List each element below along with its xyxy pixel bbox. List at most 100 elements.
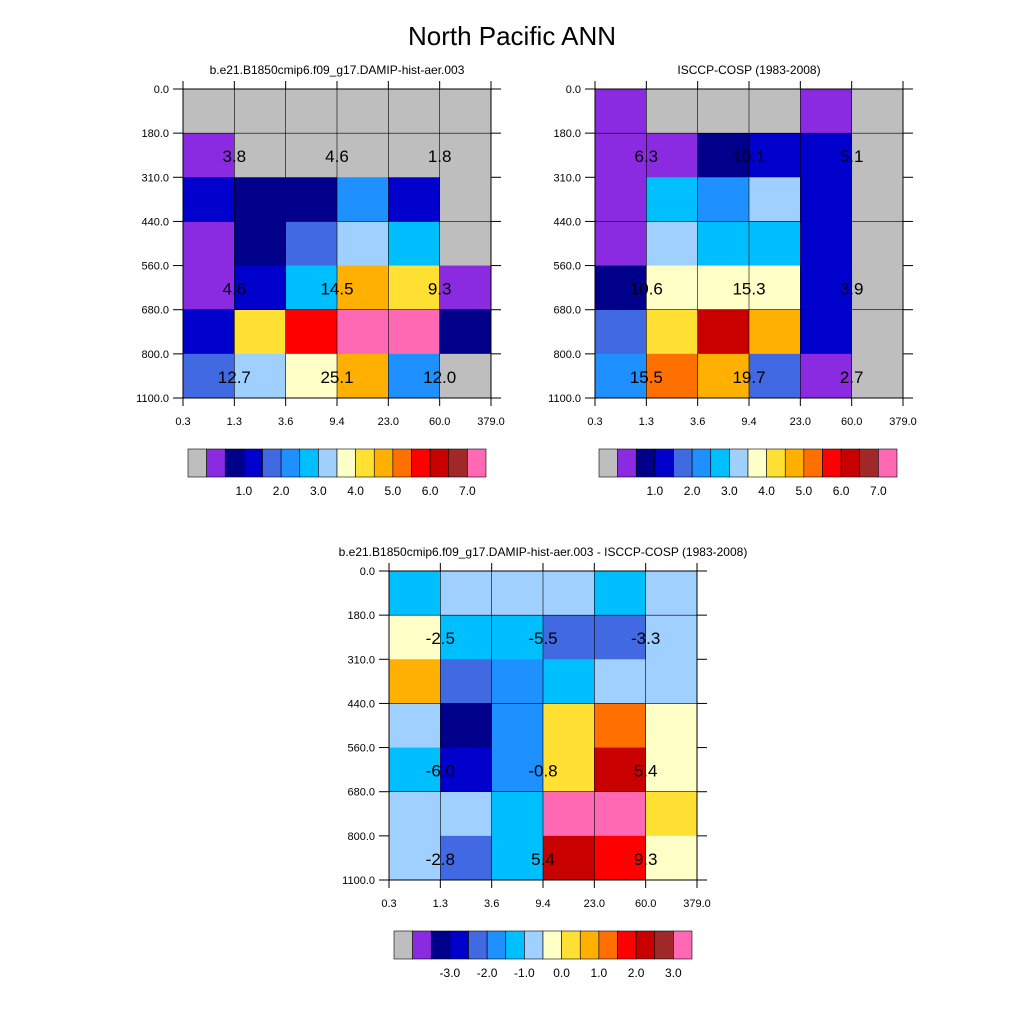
colorbar-label: -2.0 — [477, 966, 498, 980]
colorbar-swatch — [411, 448, 431, 478]
colorbar-swatch — [617, 930, 637, 960]
heatmap-cell — [337, 353, 389, 399]
colorbar-label: 3.0 — [721, 484, 738, 498]
colorbar-swatch — [542, 930, 562, 960]
panel-title: b.e21.B1850cmip6.f09_g17.DAMIP-hist-aer.… — [210, 63, 465, 77]
heatmap-cell — [285, 353, 338, 399]
heatmap-cell — [183, 133, 235, 178]
heatmap-cell — [543, 571, 595, 616]
heatmap-cell — [594, 571, 647, 616]
y-tick-label: 1100.0 — [342, 875, 375, 887]
colorbar-label: 2.0 — [684, 484, 701, 498]
heatmap-cell — [800, 309, 853, 355]
heatmap-cell — [389, 791, 441, 837]
y-tick-label: 0.0 — [360, 566, 375, 578]
heatmap-cell — [697, 133, 750, 178]
heatmap-cell — [749, 309, 801, 355]
colorbar-swatch — [673, 448, 693, 478]
heatmap-cell — [183, 89, 235, 134]
heatmap-cell — [439, 353, 492, 399]
heatmap-cell — [388, 309, 441, 355]
cell-value-label: 4.6 — [325, 147, 349, 166]
cell-value-label: 10.6 — [630, 280, 663, 299]
colorbar-label: 6.0 — [422, 484, 439, 498]
y-tick-label: 560.0 — [141, 261, 169, 273]
heatmap-cell — [851, 89, 904, 134]
heatmap-cell — [388, 221, 441, 266]
heatmap-cell — [645, 659, 698, 704]
cell-value-label: -3.3 — [631, 629, 660, 648]
heatmap-cell — [440, 835, 493, 881]
heatmap-cell — [749, 177, 801, 222]
colorbar-label: 1.0 — [236, 484, 253, 498]
cell-value-label: 14.5 — [320, 280, 353, 299]
y-tick-label: 0.0 — [566, 84, 581, 96]
heatmap-cell — [851, 133, 904, 178]
heatmap-cell — [439, 177, 492, 222]
heatmap-cell — [389, 835, 441, 881]
heatmap-cell — [646, 353, 699, 399]
x-tick-label: 23.0 — [378, 416, 399, 428]
heatmap-cell — [800, 133, 853, 178]
heatmap-cell — [389, 747, 441, 793]
heatmap-cell — [595, 177, 647, 222]
heatmap-cell — [439, 265, 492, 311]
colorbar-swatch — [635, 448, 656, 478]
heatmap-cell — [491, 615, 544, 660]
heatmap-cell — [697, 265, 750, 311]
heatmap-cell — [337, 177, 389, 222]
heatmap-cell — [800, 89, 853, 134]
heatmap-cell — [594, 747, 647, 793]
colorbar-swatch — [468, 930, 488, 960]
heatmap-cell — [337, 265, 389, 311]
heatmap-cell — [851, 353, 904, 399]
y-tick-label: 310.0 — [141, 172, 169, 184]
heatmap-cell — [388, 353, 441, 399]
cell-value-label: 15.3 — [732, 280, 765, 299]
y-tick-label: 800.0 — [141, 349, 169, 361]
panel-title: ISCCP-COSP (1983-2008) — [677, 63, 820, 77]
heatmap-cell — [595, 133, 647, 178]
x-tick-label: 60.0 — [635, 898, 656, 910]
heatmap-cell — [234, 221, 287, 266]
colorbar-swatch — [412, 930, 432, 960]
colorbar-swatch — [299, 448, 319, 478]
x-tick-label: 379.0 — [477, 416, 505, 428]
heatmap-cell — [646, 133, 699, 178]
cell-value-label: 5.4 — [531, 850, 555, 869]
colorbar-swatch — [878, 448, 898, 478]
y-tick-label: 180.0 — [141, 128, 169, 140]
heatmap-cell — [646, 89, 699, 134]
heatmap-cell — [800, 177, 853, 222]
heatmap-cell — [543, 659, 595, 704]
heatmap-cell — [337, 133, 389, 178]
cell-value-label: 12.0 — [423, 368, 456, 387]
heatmap-cell — [388, 133, 441, 178]
y-tick-label: 0.0 — [154, 84, 169, 96]
y-tick-label: 680.0 — [553, 305, 581, 317]
heatmap-cell — [337, 89, 389, 134]
cell-value-label: -0.8 — [528, 762, 557, 781]
heatmap-cell — [851, 265, 904, 311]
colorbar-swatch — [486, 930, 507, 960]
colorbar-swatch — [803, 448, 823, 478]
cell-value-label: 9.3 — [634, 850, 658, 869]
heatmap-cell — [697, 353, 750, 399]
y-tick-label: 680.0 — [347, 787, 375, 799]
heatmap-cell — [594, 791, 647, 837]
colorbar-swatch — [747, 448, 767, 478]
heatmap-cell — [388, 89, 441, 134]
heatmap-cell — [749, 133, 801, 178]
colorbar-swatch — [635, 930, 656, 960]
heatmap-cell — [594, 835, 647, 881]
colorbar-swatch — [784, 448, 805, 478]
colorbar-label: 5.0 — [385, 484, 402, 498]
heatmap-cell — [491, 703, 544, 748]
heatmap-cell — [439, 309, 492, 355]
heatmap-cell — [234, 265, 287, 311]
colorbar-swatch — [448, 448, 468, 478]
heatmap-cell — [439, 133, 492, 178]
heatmap-cell — [749, 89, 801, 134]
heatmap-cell — [440, 659, 493, 704]
heatmap-cell — [388, 177, 441, 222]
